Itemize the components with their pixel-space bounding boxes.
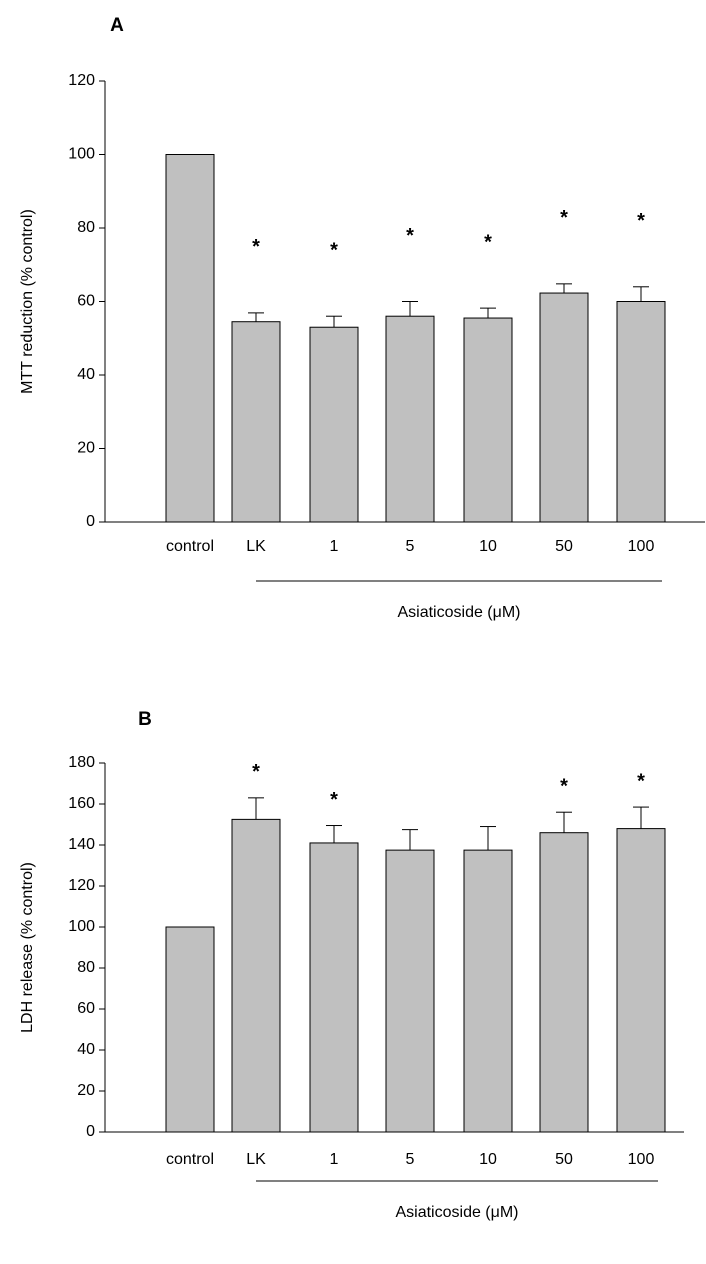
x-tick-label: 50 bbox=[555, 1151, 573, 1168]
x-tick-label: 1 bbox=[330, 538, 339, 555]
bar bbox=[616, 828, 666, 1133]
panel-label: A bbox=[110, 15, 124, 36]
y-tick-label: 40 bbox=[77, 366, 95, 383]
y-tick-label: 120 bbox=[68, 877, 95, 894]
significance-marker: * bbox=[252, 761, 260, 783]
bar bbox=[385, 849, 435, 1133]
y-tick-label: 100 bbox=[68, 146, 95, 163]
significance-marker: * bbox=[560, 207, 568, 229]
significance-marker: * bbox=[560, 775, 568, 797]
y-tick-label: 80 bbox=[77, 219, 95, 236]
bar bbox=[309, 842, 359, 1133]
y-tick-label: 140 bbox=[68, 836, 95, 853]
bar bbox=[539, 292, 589, 523]
bar bbox=[463, 317, 513, 523]
bar bbox=[231, 818, 281, 1133]
y-tick-label: 60 bbox=[77, 293, 95, 310]
y-tick-label: 0 bbox=[86, 1123, 95, 1140]
y-tick-label: 40 bbox=[77, 1041, 95, 1058]
y-tick-label: 100 bbox=[68, 918, 95, 935]
x-tick-label: 10 bbox=[479, 538, 497, 555]
x-tick-label: control bbox=[166, 1151, 214, 1168]
y-tick-label: 160 bbox=[68, 795, 95, 812]
significance-marker: * bbox=[330, 239, 338, 261]
x-tick-label: 100 bbox=[628, 1151, 655, 1168]
x-tick-label: LK bbox=[246, 538, 266, 555]
y-tick-label: 120 bbox=[68, 72, 95, 89]
significance-marker: * bbox=[484, 231, 492, 253]
significance-marker: * bbox=[406, 225, 414, 247]
y-axis-label: LDH release (% control) bbox=[19, 862, 36, 1033]
bar bbox=[165, 926, 215, 1133]
significance-marker: * bbox=[252, 236, 260, 258]
x-tick-label: 5 bbox=[406, 1151, 415, 1168]
significance-marker: * bbox=[637, 770, 645, 792]
bar bbox=[463, 849, 513, 1133]
y-tick-label: 80 bbox=[77, 959, 95, 976]
x-tick-label: 100 bbox=[628, 538, 655, 555]
bar bbox=[385, 315, 435, 523]
y-tick-label: 60 bbox=[77, 1000, 95, 1017]
x-tick-label: LK bbox=[246, 1151, 266, 1168]
y-tick-label: 20 bbox=[77, 1082, 95, 1099]
y-tick-label: 20 bbox=[77, 440, 95, 457]
bar bbox=[539, 832, 589, 1133]
bar bbox=[309, 326, 359, 523]
significance-marker: * bbox=[330, 789, 338, 811]
group-label: Asiaticoside (μM) bbox=[397, 604, 520, 621]
x-tick-label: control bbox=[166, 538, 214, 555]
x-tick-label: 10 bbox=[479, 1151, 497, 1168]
x-tick-label: 1 bbox=[330, 1151, 339, 1168]
x-tick-label: 5 bbox=[406, 538, 415, 555]
significance-marker: * bbox=[637, 210, 645, 232]
y-tick-label: 180 bbox=[68, 754, 95, 771]
bar bbox=[616, 301, 666, 523]
group-label: Asiaticoside (μM) bbox=[395, 1204, 518, 1221]
y-tick-label: 0 bbox=[86, 513, 95, 530]
bar bbox=[231, 321, 281, 523]
x-tick-label: 50 bbox=[555, 538, 573, 555]
panel-label: B bbox=[138, 709, 152, 730]
y-axis-label: MTT reduction (% control) bbox=[19, 209, 36, 394]
bar bbox=[165, 154, 215, 523]
